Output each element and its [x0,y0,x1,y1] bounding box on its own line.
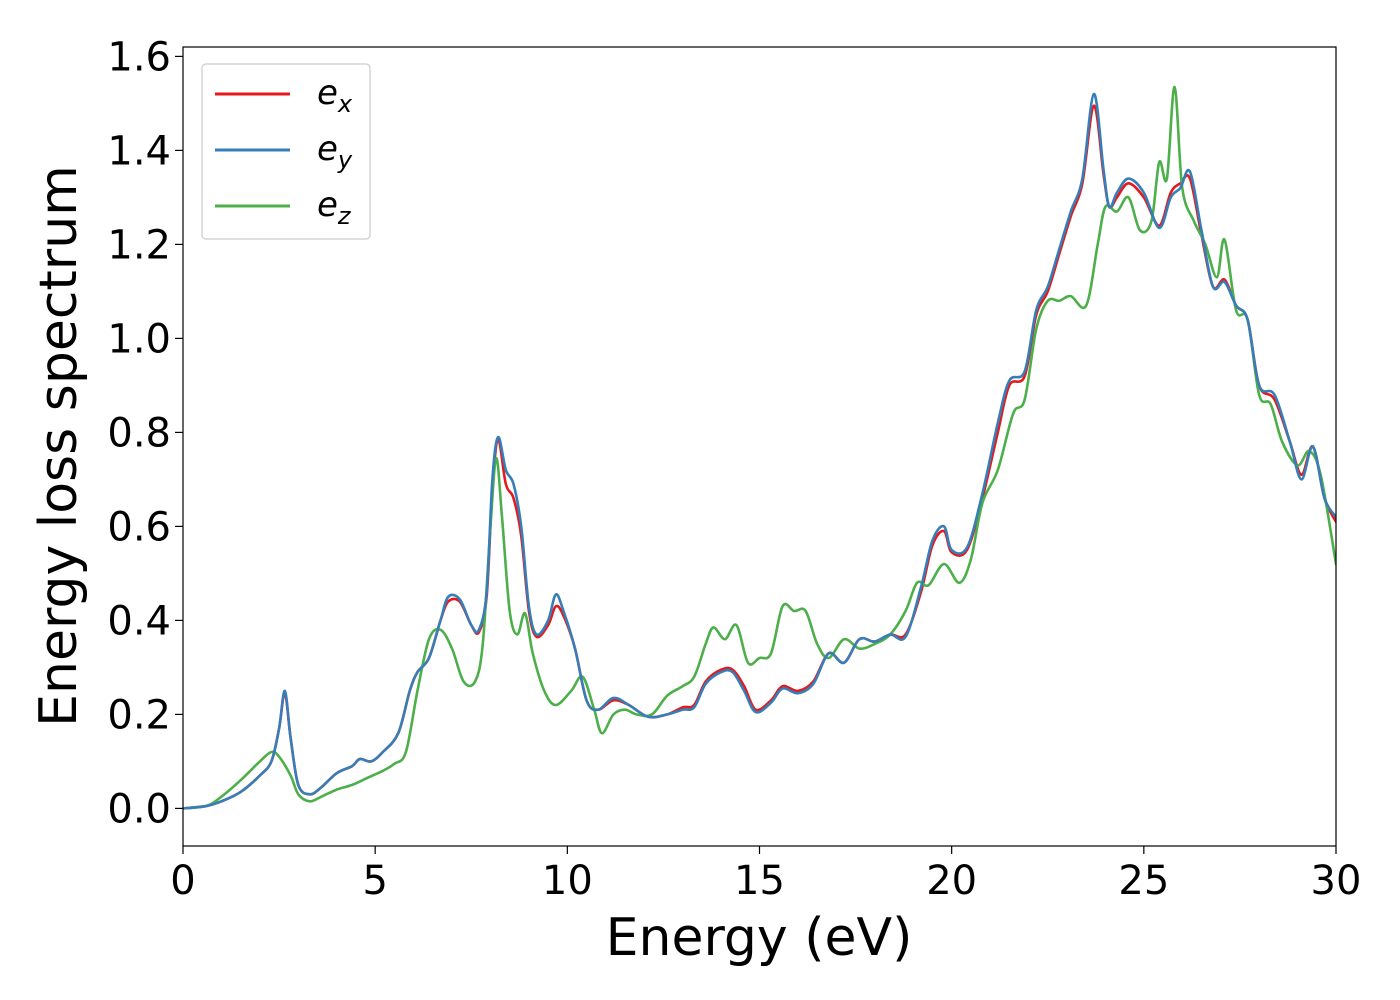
y-tick-label: 1.6 [107,34,171,80]
y-axis-ticks: 0.0 0.2 0.4 0.6 0.8 1.0 1.2 1.4 1.6 [107,34,183,832]
x-tick-label: 25 [1118,858,1169,904]
x-tick-label: 10 [542,858,593,904]
y-axis-label: Energy loss spectrum [29,165,89,727]
x-tick-label: 20 [926,858,977,904]
legend-subscript: x [337,90,353,118]
legend-label-ex: ex [317,73,353,118]
legend-subscript: y [337,146,353,174]
y-tick-label: 0.8 [107,410,171,456]
x-tick-label: 15 [734,858,785,904]
y-tick-label: 0.6 [107,504,171,550]
x-tick-label: 5 [362,858,387,904]
x-axis-label: Energy (eV) [606,908,913,968]
y-tick-label: 0.4 [107,598,171,644]
legend-symbol: e [317,73,338,113]
y-tick-label: 0.0 [107,786,171,832]
x-tick-label: 30 [1311,858,1362,904]
series-line-ey [183,92,1336,810]
x-tick-label: 0 [170,858,195,904]
legend-label-ez: ez [317,185,352,230]
y-tick-label: 1.0 [107,316,171,362]
series-layer [183,85,1336,810]
legend-symbol: e [317,185,338,225]
series-line-ez [183,85,1336,810]
legend-subscript: z [337,202,352,230]
y-tick-label: 1.4 [107,128,171,174]
legend-symbol: e [317,129,338,169]
y-tick-label: 0.2 [107,692,171,738]
x-axis-ticks: 0 5 10 15 20 25 30 [170,846,1361,904]
legend-label-ey: ey [317,129,353,174]
y-tick-label: 1.2 [107,222,171,268]
